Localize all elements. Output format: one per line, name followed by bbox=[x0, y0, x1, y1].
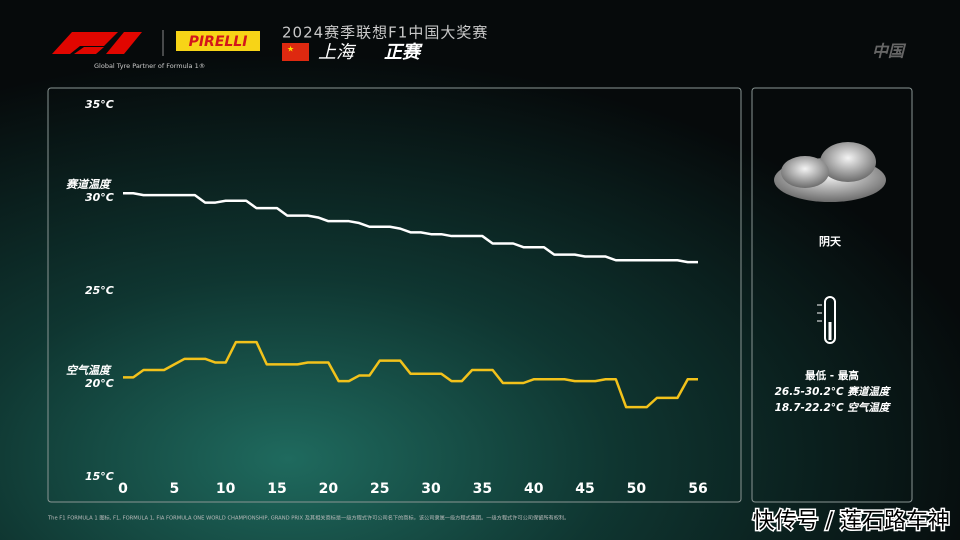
y-tick-label: 30°C bbox=[85, 191, 114, 204]
pirelli-box bbox=[176, 31, 260, 51]
series-line bbox=[123, 340, 698, 409]
weather-panel bbox=[751, 87, 913, 503]
pirelli-logo: PIRELLI bbox=[189, 34, 248, 50]
event: 2024赛季联想F1中国大奖赛 bbox=[282, 24, 488, 42]
city: 上海 bbox=[318, 42, 357, 63]
range-title: 最低 - 最高 bbox=[805, 369, 859, 382]
chart-panel bbox=[47, 87, 742, 503]
x-tick-label: 45 bbox=[575, 481, 594, 497]
f1-logo bbox=[52, 32, 142, 54]
session: 正赛 bbox=[384, 42, 423, 63]
x-tick-label: 10 bbox=[216, 481, 236, 497]
country: 中国 bbox=[872, 42, 907, 61]
x-tick-label: 25 bbox=[370, 481, 389, 497]
x-tick-label: 40 bbox=[524, 481, 544, 497]
x-tick-label: 0 bbox=[118, 481, 128, 497]
y-tick-label: 35°C bbox=[85, 98, 114, 111]
x-tick-label: 35 bbox=[473, 481, 492, 497]
track-range: 26.5-30.2°C 赛道温度 bbox=[775, 385, 892, 398]
flag-star: ★ bbox=[287, 45, 294, 54]
x-tick-label: 50 bbox=[627, 481, 647, 497]
cloud-icon bbox=[774, 142, 886, 202]
series-line bbox=[123, 192, 698, 264]
x-tick-label: 56 bbox=[688, 481, 707, 497]
flag bbox=[282, 43, 309, 61]
y-tick-label: 20°C bbox=[85, 377, 114, 390]
x-tick-label: 20 bbox=[319, 481, 339, 497]
partner: Global Tyre Partner of Formula 1® bbox=[94, 62, 205, 70]
y-tick-label: 25°C bbox=[85, 284, 114, 297]
y-tick-label: 15°C bbox=[85, 470, 114, 483]
weather-condition: 阴天 bbox=[819, 234, 842, 248]
air-range: 18.7-22.2°C 空气温度 bbox=[775, 401, 892, 414]
plot: 15°C 20°C 25°C 30°C 35°C 0 5 10 15 20 25 30 35 40 45 50… bbox=[66, 98, 708, 497]
series-label: 空气温度 bbox=[66, 364, 112, 377]
thermometer-icon bbox=[817, 296, 836, 344]
x-tick-label: 15 bbox=[267, 481, 286, 497]
series-label: 赛道温度 bbox=[66, 178, 112, 191]
watermark: 快传号 / 莲石路车神 bbox=[753, 509, 950, 534]
x-tick-label: 5 bbox=[169, 481, 179, 497]
x-tick-label: 30 bbox=[421, 481, 441, 497]
footer: The F1 FORMULA 1 图标, F1, FORMULA 1, FIA … bbox=[47, 514, 569, 522]
